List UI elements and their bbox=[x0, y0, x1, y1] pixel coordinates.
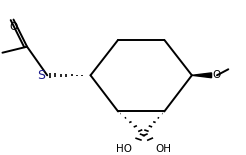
Text: O: O bbox=[213, 70, 221, 80]
Polygon shape bbox=[192, 73, 212, 78]
Text: O: O bbox=[9, 22, 18, 32]
Text: OH: OH bbox=[155, 144, 171, 154]
Text: HO: HO bbox=[116, 144, 132, 154]
Text: S: S bbox=[37, 69, 45, 82]
